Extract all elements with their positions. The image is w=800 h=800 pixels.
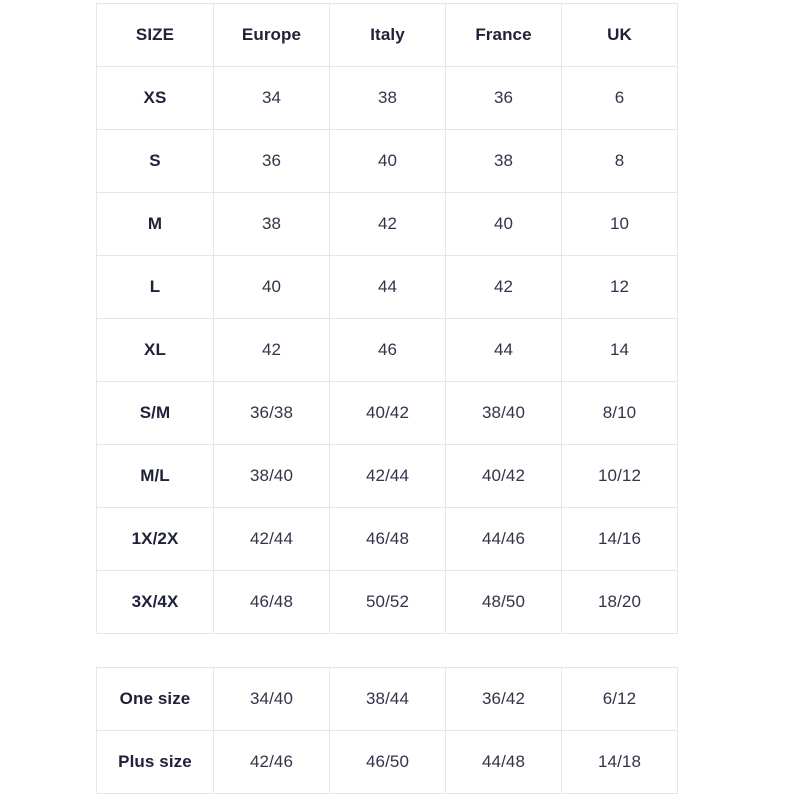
cell-uk: 14/18 [561,730,678,794]
table-row: S 36 40 38 8 [96,129,678,193]
cell-europe: 36 [213,129,330,193]
column-header-italy: Italy [329,3,446,67]
cell-europe: 34/40 [213,667,330,731]
cell-italy: 46 [329,318,446,382]
row-label: S/M [96,381,214,445]
row-label: 1X/2X [96,507,214,571]
cell-italy: 50/52 [329,570,446,634]
cell-uk: 14/16 [561,507,678,571]
table-row: S/M 36/38 40/42 38/40 8/10 [96,381,678,445]
row-label: 3X/4X [96,570,214,634]
column-header-europe: Europe [213,3,330,67]
cell-europe: 36/38 [213,381,330,445]
cell-italy: 46/48 [329,507,446,571]
table-row: XL 42 46 44 14 [96,318,678,382]
row-label: XL [96,318,214,382]
table-row: 1X/2X 42/44 46/48 44/46 14/16 [96,507,678,571]
cell-italy: 40/42 [329,381,446,445]
row-label: M [96,192,214,256]
row-label: M/L [96,444,214,508]
table-row: M 38 42 40 10 [96,192,678,256]
one-size-plus-size-table: One size 34/40 38/44 36/42 6/12 Plus siz… [96,667,678,794]
cell-france: 40 [445,192,562,256]
cell-europe: 42 [213,318,330,382]
cell-uk: 8 [561,129,678,193]
column-header-france: France [445,3,562,67]
table-header-row: SIZE Europe Italy France UK [96,3,678,67]
cell-italy: 38 [329,66,446,130]
cell-uk: 6/12 [561,667,678,731]
cell-france: 38/40 [445,381,562,445]
cell-italy: 42 [329,192,446,256]
cell-france: 36 [445,66,562,130]
row-label: Plus size [96,730,214,794]
cell-italy: 40 [329,129,446,193]
cell-uk: 10/12 [561,444,678,508]
cell-italy: 42/44 [329,444,446,508]
table-row: One size 34/40 38/44 36/42 6/12 [96,667,678,731]
cell-europe: 42/46 [213,730,330,794]
cell-uk: 8/10 [561,381,678,445]
table-row: M/L 38/40 42/44 40/42 10/12 [96,444,678,508]
cell-france: 38 [445,129,562,193]
column-header-size: SIZE [96,3,214,67]
cell-europe: 42/44 [213,507,330,571]
cell-france: 44 [445,318,562,382]
cell-europe: 38 [213,192,330,256]
table-body: One size 34/40 38/44 36/42 6/12 Plus siz… [96,667,678,794]
cell-france: 44/48 [445,730,562,794]
cell-uk: 6 [561,66,678,130]
cell-uk: 10 [561,192,678,256]
cell-france: 42 [445,255,562,319]
table-row: 3X/4X 46/48 50/52 48/50 18/20 [96,570,678,634]
cell-france: 44/46 [445,507,562,571]
table-row: L 40 44 42 12 [96,255,678,319]
cell-europe: 38/40 [213,444,330,508]
table-row: Plus size 42/46 46/50 44/48 14/18 [96,730,678,794]
cell-europe: 46/48 [213,570,330,634]
cell-uk: 14 [561,318,678,382]
standard-size-conversion-table: SIZE Europe Italy France UK XS 34 38 36 … [96,3,678,634]
row-label: L [96,255,214,319]
cell-italy: 44 [329,255,446,319]
row-label: XS [96,66,214,130]
table-body: XS 34 38 36 6 S 36 40 38 8 M 38 42 40 10 [96,66,678,634]
table-row: XS 34 38 36 6 [96,66,678,130]
cell-europe: 34 [213,66,330,130]
cell-france: 48/50 [445,570,562,634]
cell-france: 40/42 [445,444,562,508]
table-header: SIZE Europe Italy France UK [96,3,678,67]
cell-france: 36/42 [445,667,562,731]
column-header-uk: UK [561,3,678,67]
row-label: S [96,129,214,193]
cell-uk: 12 [561,255,678,319]
cell-uk: 18/20 [561,570,678,634]
row-label: One size [96,667,214,731]
cell-italy: 38/44 [329,667,446,731]
cell-europe: 40 [213,255,330,319]
cell-italy: 46/50 [329,730,446,794]
